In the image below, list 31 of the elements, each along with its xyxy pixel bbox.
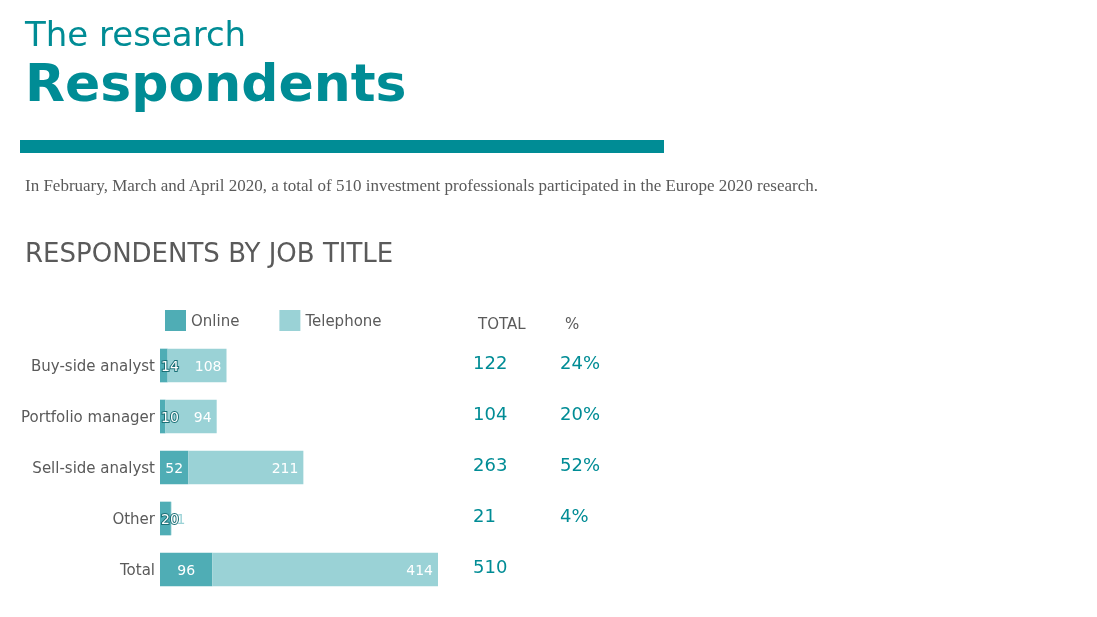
text: 4% — [560, 505, 589, 526]
data-label: 52 — [165, 459, 184, 476]
text: 263 — [473, 454, 508, 475]
text: 122 — [473, 352, 508, 373]
text: 21 — [473, 505, 496, 526]
legend-label: Telephone — [304, 311, 382, 330]
data-label: 108 — [194, 357, 222, 374]
data-label: 94 — [193, 408, 212, 425]
y-tick-label: Total — [118, 560, 155, 579]
text: % — [565, 314, 580, 333]
bar — [188, 450, 304, 485]
text: TOTAL — [477, 314, 527, 333]
text: 20% — [560, 403, 601, 424]
text: The research — [24, 14, 247, 54]
legend-label: Online — [191, 311, 240, 330]
bar — [212, 552, 438, 587]
text: 104 — [473, 403, 508, 424]
y-tick-label: Sell-side analyst — [32, 458, 156, 477]
text: 24% — [560, 352, 601, 373]
bar — [160, 552, 213, 587]
y-tick-label: Portfolio manager — [21, 407, 156, 426]
text: RESPONDENTS BY JOB TITLE — [25, 238, 394, 268]
y-tick-label: Other — [112, 509, 156, 528]
chart-subtitle: In February, March and April 2020, a total of 510 investment professionals participated in the Europe 2020 research. — [25, 176, 818, 195]
text: 52% — [560, 454, 601, 475]
y-tick-label: Buy-side analyst — [31, 356, 156, 375]
data-label: 96 — [177, 561, 196, 578]
data-label: 414 — [406, 561, 434, 578]
text: 510 — [473, 556, 508, 577]
chart-title: Respondents — [25, 53, 407, 113]
data-label: 211 — [271, 459, 299, 476]
